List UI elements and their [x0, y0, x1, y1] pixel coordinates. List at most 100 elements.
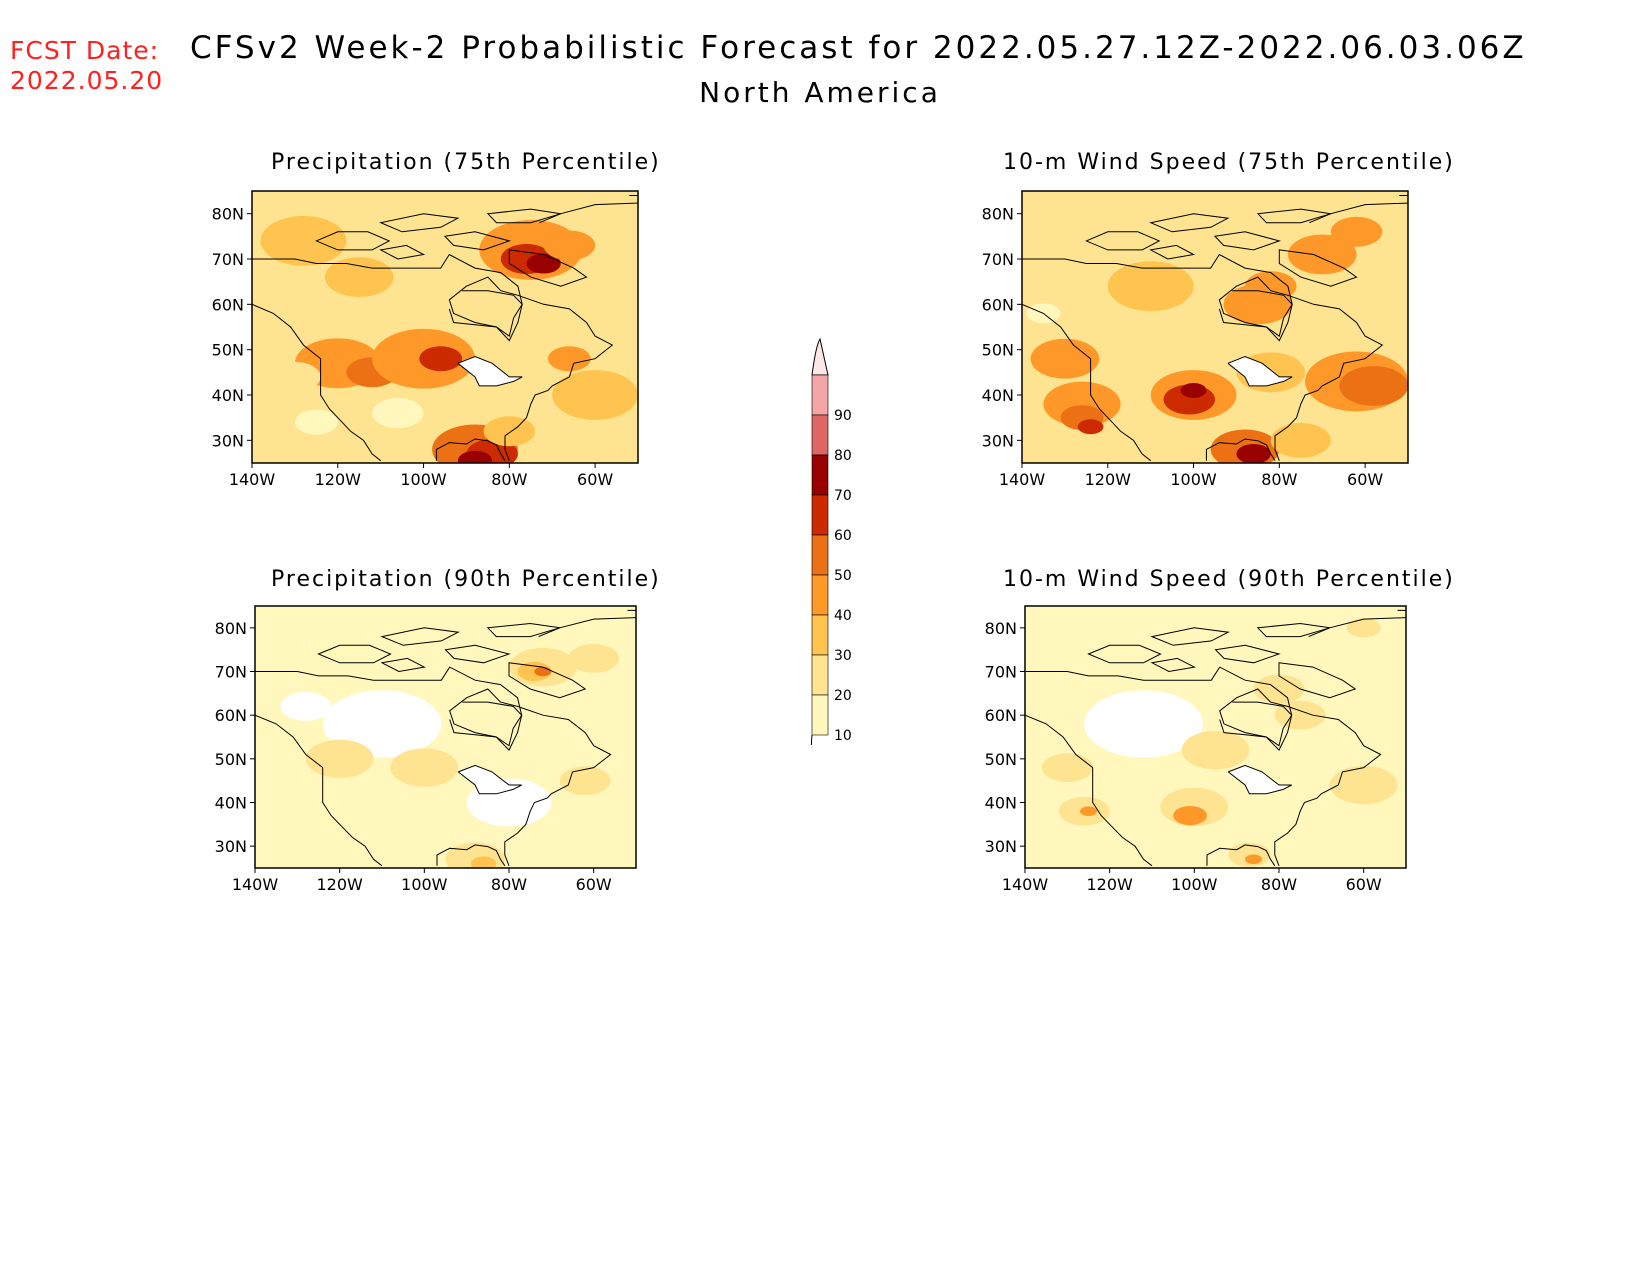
probability-contour: [1181, 730, 1250, 770]
coastline: [1218, 290, 1293, 337]
lat-tick-label: 80N: [215, 619, 247, 638]
lat-tick-label: 80N: [212, 205, 244, 224]
probability-contour: [568, 643, 620, 673]
coastline: [252, 303, 382, 462]
lon-tick-label: 80W: [491, 470, 527, 489]
lat-tick-label: 50N: [215, 750, 247, 769]
lon-tick-label: 100W: [1171, 875, 1218, 894]
probability-contour: [280, 692, 332, 721]
colorbar-legend: 10 20 30 40 50 60 70 80 90: [810, 337, 852, 745]
probability-contour: [1330, 216, 1383, 247]
panel-title-wind-75: 10-m Wind Speed (75th Percentile): [1003, 150, 1455, 175]
panel-title-precip-90: Precipitation (90th Percentile): [271, 567, 661, 592]
lat-tick-label: 40N: [215, 794, 247, 813]
colorbar-swatch: [811, 534, 829, 576]
colorbar-level-label: 10: [834, 728, 852, 744]
coastline: [1206, 844, 1276, 867]
great-lakes: [1227, 355, 1293, 387]
probability-contour: [1236, 443, 1271, 463]
great-lakes: [457, 355, 523, 387]
lon-tick-label: 80W: [491, 875, 527, 894]
arctic-island: [444, 644, 511, 664]
colorbar-swatch: [811, 454, 829, 496]
lon-tick-label: 60W: [576, 875, 612, 894]
colorbar-swatch: [811, 494, 829, 536]
arctic-island: [1150, 657, 1196, 673]
arctic-island: [1256, 208, 1331, 224]
coastline: [1219, 701, 1293, 747]
arctic-island: [315, 231, 391, 251]
lat-tick-label: 50N: [212, 341, 244, 360]
colorbar-bottom-cap: [810, 734, 813, 745]
lon-tick-label: 140W: [229, 470, 276, 489]
colorbar-level-label: 20: [834, 688, 852, 704]
probability-contour: [1084, 690, 1203, 758]
probability-contour: [1077, 419, 1104, 435]
lon-tick-label: 140W: [1002, 875, 1049, 894]
coastline: [1022, 253, 1384, 461]
arctic-island: [508, 249, 588, 287]
lon-tick-label: 140W: [999, 470, 1046, 489]
arctic-island: [379, 213, 460, 233]
map-frame: [251, 190, 639, 464]
lat-tick-label: 60N: [212, 295, 244, 314]
coastline: [252, 253, 614, 461]
lon-tick-label: 100W: [401, 875, 448, 894]
lat-tick-label: 30N: [982, 431, 1014, 450]
lon-tick-label: 60W: [1347, 470, 1383, 489]
map-frame: [254, 605, 637, 869]
colorbar-swatch: [811, 614, 829, 656]
coastline: [435, 438, 506, 461]
colorbar-top-cap: [811, 337, 829, 376]
lat-tick-label: 40N: [982, 386, 1014, 405]
colorbar-level-label: 80: [834, 448, 852, 464]
lat-tick-label: 30N: [215, 837, 247, 856]
colorbar-swatch: [811, 694, 829, 736]
colorbar-swatch: [811, 374, 829, 416]
coastline: [1025, 666, 1382, 866]
probability-contour: [1329, 765, 1398, 805]
map-frame: [1021, 190, 1409, 464]
lon-tick-label: 80W: [1261, 875, 1297, 894]
colorbar-swatch: [811, 654, 829, 696]
coastline: [436, 844, 506, 867]
panel-title-wind-90: 10-m Wind Speed (90th Percentile): [1003, 567, 1455, 592]
colorbar-level-label: 70: [834, 488, 852, 504]
arctic-island: [379, 244, 426, 260]
lon-tick-label: 100W: [400, 470, 447, 489]
arctic-island: [1085, 231, 1161, 251]
probability-contour: [260, 215, 347, 266]
coastline: [1022, 303, 1152, 462]
map-panel-wind-75: 80N 70N 60N 50N 40N 30N 140W 120W 100W 80W 60W: [982, 190, 1409, 489]
lat-tick-label: 50N: [985, 750, 1017, 769]
lat-tick-label: 70N: [215, 663, 247, 682]
colorbar-swatch: [811, 414, 829, 456]
colorbar-swatch: [811, 574, 829, 616]
coastline: [1025, 714, 1153, 867]
arctic-island: [1214, 644, 1281, 664]
coastline: [1205, 438, 1276, 461]
lat-tick-label: 80N: [985, 619, 1017, 638]
arctic-island: [1278, 662, 1357, 699]
arctic-island: [443, 231, 512, 251]
coastline: [448, 290, 523, 337]
lon-tick-label: 120W: [1085, 470, 1132, 489]
probability-contour: [552, 370, 638, 420]
map-frame: [1024, 605, 1407, 869]
probability-contour: [1253, 674, 1305, 704]
arctic-island: [1149, 244, 1196, 260]
lon-tick-label: 80W: [1261, 470, 1297, 489]
page-subtitle: North America: [699, 76, 941, 109]
lon-tick-label: 120W: [1086, 875, 1133, 894]
arctic-island: [380, 627, 460, 646]
arctic-island: [486, 208, 561, 224]
map-panel-precip-75: 80N 70N 60N 50N 40N 30N 140W 120W 100W 80W 60W: [212, 190, 639, 489]
probability-contour: [1287, 234, 1357, 275]
colorbar-level-label: 40: [834, 608, 852, 624]
probability-contour: [559, 766, 611, 796]
colorbar-level-label: 30: [834, 648, 852, 664]
probability-contour: [457, 450, 493, 463]
lat-tick-label: 60N: [982, 295, 1014, 314]
map-panel-precip-90: 80N 70N 60N 50N 40N 30N 140W 120W 100W 80W 60W: [215, 605, 637, 894]
probability-contour: [534, 666, 552, 677]
